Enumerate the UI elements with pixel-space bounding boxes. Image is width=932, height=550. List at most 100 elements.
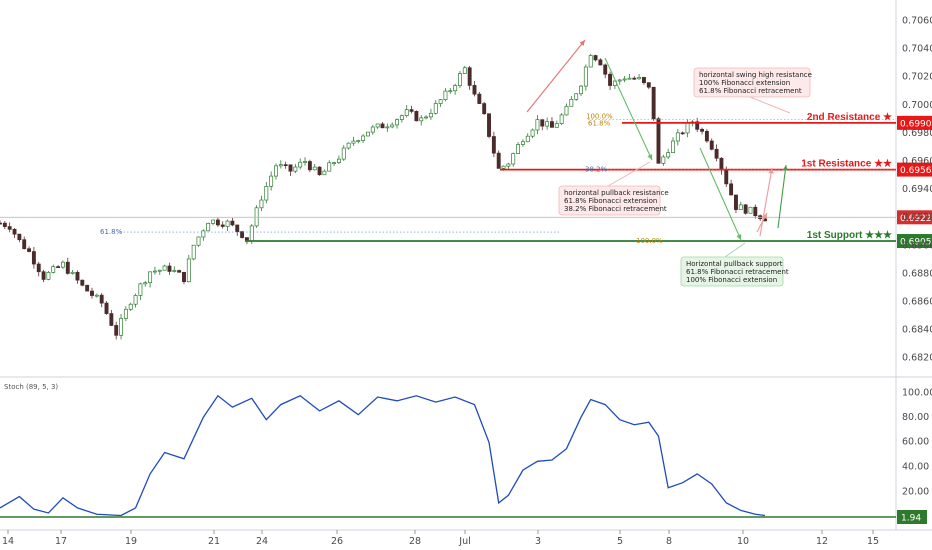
last-price-tag-text: 0.69222 — [900, 214, 932, 224]
candle-body — [520, 141, 525, 145]
candle-body — [152, 270, 157, 273]
candle-body — [75, 271, 80, 281]
price-tick-label: 0.68800 — [902, 268, 932, 279]
candle-body — [675, 132, 680, 142]
annotation-connector — [607, 161, 651, 187]
candle-body — [395, 119, 399, 126]
candle-body — [666, 152, 671, 158]
stoch-plot: 1.94 — [0, 394, 927, 524]
candle-body — [583, 66, 588, 87]
annotation-text: 38.2% Fibonacci retracement — [564, 205, 667, 213]
candle-body — [307, 161, 312, 171]
candle-body — [109, 313, 114, 326]
candle-body — [327, 162, 332, 172]
candle-body — [748, 206, 753, 214]
candle-body — [31, 251, 36, 265]
candle-body — [90, 290, 94, 296]
annotation-box — [558, 185, 661, 216]
candle-body — [525, 135, 530, 143]
candle-body — [738, 204, 743, 210]
price-tick-label: 0.70000 — [902, 100, 932, 111]
candle-body — [162, 265, 167, 271]
candle-body — [632, 77, 637, 80]
candle-body — [177, 270, 182, 273]
candle-body — [65, 261, 70, 274]
time-tick-label: 28 — [409, 536, 421, 547]
stoch-value-tag — [897, 510, 927, 524]
stoch-tick-label: 20.00 — [902, 487, 929, 498]
candle-body — [501, 165, 506, 169]
candle-body — [128, 303, 133, 310]
candle-body — [646, 82, 651, 88]
candle-body — [622, 78, 627, 81]
candle-body — [249, 225, 254, 242]
price-tick-label: 0.68400 — [902, 325, 932, 336]
candle-body — [211, 219, 215, 224]
fib-label-382: 38.2% — [585, 166, 608, 174]
candle-body — [642, 77, 646, 83]
candle-body — [579, 85, 583, 95]
arrow-down-green-2-head — [736, 234, 742, 240]
candle-body — [424, 116, 429, 119]
candle-body — [545, 121, 550, 127]
candle-body — [269, 175, 274, 187]
time-tick-label: 24 — [256, 536, 268, 547]
arrow-up-green — [777, 164, 787, 229]
candle-body — [603, 64, 608, 75]
candle-body — [85, 284, 90, 292]
candle-body — [46, 271, 51, 280]
annotation-text: horizontal swing high resistance — [699, 71, 812, 79]
candle-body — [298, 161, 303, 168]
arrow-up-red — [526, 39, 586, 113]
candle-body — [462, 67, 467, 74]
candle-body — [104, 302, 109, 314]
time-tick-label: 17 — [55, 536, 67, 547]
candle-body — [724, 169, 729, 185]
candle-body — [278, 164, 283, 167]
stoch-tick-label: 40.00 — [902, 462, 929, 473]
candle-body — [356, 140, 361, 142]
candle-body — [215, 219, 220, 226]
candle-body — [225, 220, 230, 227]
time-tick-label: 26 — [331, 536, 343, 547]
candle-body — [680, 132, 685, 135]
arrow-up-red-2-head — [768, 168, 774, 174]
candle-body — [17, 233, 22, 241]
candle-body — [743, 204, 748, 214]
arrow-bounce-red-head — [762, 213, 767, 219]
candle-body — [700, 128, 705, 132]
fib-label-top-618: 61.8% — [588, 120, 611, 128]
candle-body — [535, 119, 540, 131]
price-tick-label: 0.70400 — [902, 44, 932, 55]
annotation-text: 100% Fibonacci extension — [699, 79, 790, 87]
time-tick-label: 5 — [617, 536, 623, 547]
level-label: 2nd Resistance ★ — [807, 112, 892, 123]
candle-body — [671, 140, 675, 153]
candle-body — [453, 85, 458, 92]
candle-body — [366, 131, 370, 137]
arrow-down-green — [604, 57, 653, 161]
candle-body — [293, 166, 298, 172]
candle-body — [220, 224, 225, 227]
candle-body — [157, 269, 162, 272]
candle-body — [390, 124, 395, 128]
time-tick-label: Jul — [458, 536, 470, 547]
time-tick-label: 21 — [208, 536, 220, 547]
candle-body — [370, 126, 375, 133]
candle-body — [496, 152, 501, 169]
candle-body — [428, 112, 433, 118]
stoch-tick-label: 100.00 — [902, 388, 932, 399]
candle-body — [143, 282, 148, 285]
fib-label-top-100: 100.0% — [586, 113, 613, 121]
candle-body — [148, 271, 153, 284]
price-tick-label: 0.69600 — [902, 156, 932, 167]
candle-body — [254, 207, 259, 227]
candle-body — [438, 99, 443, 104]
candle-body — [709, 140, 714, 150]
stoch-value-tag-text: 1.94 — [901, 514, 921, 524]
drawings: 2nd Resistance ★ 0.69907 1st Resistance ★★… — [0, 39, 932, 287]
price-tick-label: 0.68600 — [902, 297, 932, 308]
candle-body — [80, 279, 85, 286]
candle-body — [264, 185, 269, 201]
last-price-tag — [897, 210, 932, 225]
